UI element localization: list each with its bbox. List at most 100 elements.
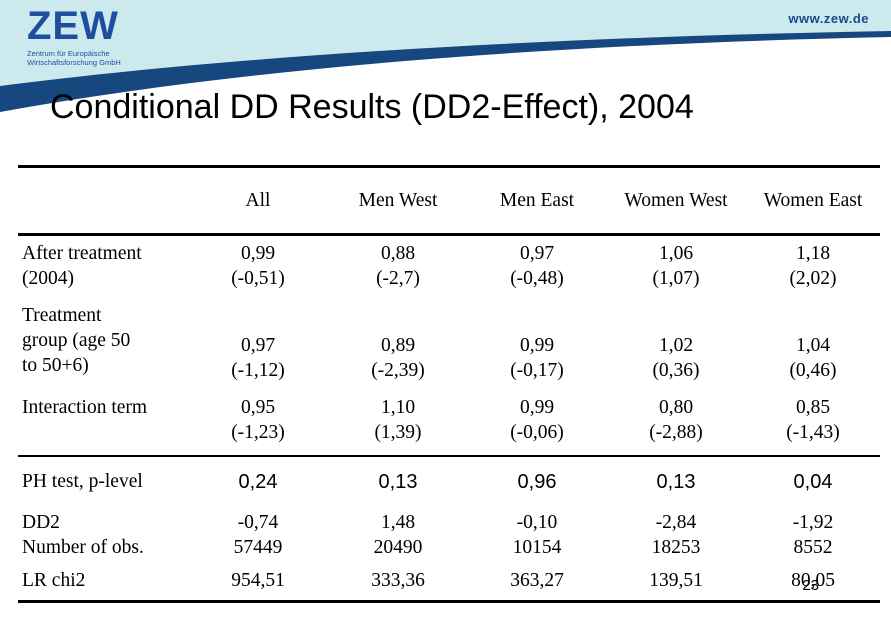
- table-row-interaction-term: Interaction term 0,95 (-1,23) 1,10 (1,39…: [18, 390, 880, 457]
- header-men-west: Men West: [328, 166, 468, 236]
- coef-value: 0,85: [795, 397, 831, 418]
- zew-logo-text: ZEW: [27, 4, 119, 48]
- t-stat-value: (-0,48): [510, 267, 564, 289]
- results-table: All Men West Men East Women West Women E…: [18, 165, 880, 603]
- cell-group-men-west: 0,89 (-2,39): [328, 300, 468, 390]
- table-row-dd2: DD2 -0,74 1,48 -0,10 -2,84 -1,92: [18, 507, 880, 534]
- cell-dd2-all: -0,74: [237, 512, 279, 533]
- label-line: Interaction term: [22, 397, 148, 418]
- coef-value: 1,04: [795, 335, 831, 357]
- cell-group-men-east: 0,99 (-0,17): [468, 300, 606, 390]
- cell-inter-men-west: 1,10 (1,39): [328, 390, 468, 457]
- t-stat-value: (1,07): [652, 267, 700, 289]
- t-stat-value: (-0,17): [510, 360, 564, 382]
- t-stat-value: (-2,7): [376, 267, 420, 289]
- t-stat-value: (-0,06): [510, 421, 564, 443]
- cell-ph-men-west: 0,13: [378, 470, 418, 493]
- cell-group-women-east: 1,04 (0,46): [746, 300, 880, 390]
- coef-value: 0,97: [240, 335, 276, 357]
- cell-ph-women-west: 0,13: [656, 470, 696, 493]
- table-row-treatment-group: Treatment group (age 50 to 50+6) 0,97 (-…: [18, 300, 880, 390]
- table-header-row: All Men West Men East Women West Women E…: [18, 166, 880, 236]
- coef-value: 0,99: [519, 397, 555, 418]
- cell-group-women-west: 1,02 (0,36): [606, 300, 746, 390]
- coef-value: 0,88: [380, 243, 416, 264]
- cell-after-women-east: 1,18 (2,02): [746, 235, 880, 301]
- cell-obs-men-east: 10154: [512, 537, 562, 558]
- t-stat-value: (-2,88): [649, 421, 703, 443]
- coef-value: 0,97: [519, 243, 555, 264]
- header-women-west: Women West: [606, 166, 746, 236]
- cell-ph-all: 0,24: [238, 470, 278, 493]
- label-line: After treatment: [22, 243, 142, 264]
- label-line: (2004): [22, 267, 74, 289]
- header-women-east: Women East: [746, 166, 880, 236]
- cell-inter-women-east: 0,85 (-1,43): [746, 390, 880, 457]
- cell-after-men-west: 0,88 (-2,7): [328, 235, 468, 301]
- zew-logo-subtitle-line2: Wirtschaftsforschung GmbH: [27, 58, 121, 68]
- coef-value: 0,99: [519, 335, 555, 357]
- zew-logo: ZEW Zentrum für Europäische Wirtschaftsf…: [27, 6, 121, 68]
- zew-logo-subtitle-line1: Zentrum für Europäische: [27, 49, 110, 58]
- t-stat-value: (-0,51): [231, 267, 285, 289]
- cell-lr-all: 954,51: [188, 562, 328, 603]
- page-title: Conditional DD Results (DD2-Effect), 200…: [50, 88, 694, 126]
- row-label-dd2: DD2: [22, 512, 60, 533]
- coef-value: 0,95: [240, 397, 276, 418]
- t-stat-value: (-2,39): [371, 360, 425, 382]
- table-row-ph-test: PH test, p-level 0,24 0,13 0,96 0,13 0,0…: [18, 456, 880, 507]
- page-number: 23: [802, 577, 819, 594]
- t-stat-value: (2,02): [789, 267, 837, 289]
- coef-value: 1,10: [380, 397, 416, 418]
- table-row-lr-chi2: LR chi2 954,51 333,36 363,27 139,51 80,0…: [18, 562, 880, 603]
- header-all: All: [188, 166, 328, 236]
- row-label-ph-test: PH test, p-level: [22, 471, 143, 492]
- table-row-after-treatment: After treatment (2004) 0,99 (-0,51) 0,88…: [18, 235, 880, 301]
- t-stat-value: (-1,12): [231, 360, 285, 382]
- website-label: www.zew.de: [788, 11, 869, 26]
- cell-dd2-men-west: 1,48: [380, 512, 416, 533]
- cell-after-women-west: 1,06 (1,07): [606, 235, 746, 301]
- header-swoosh-graphic: [0, 0, 891, 170]
- cell-group-all: 0,97 (-1,12): [188, 300, 328, 390]
- cell-dd2-women-west: -2,84: [655, 512, 697, 533]
- cell-obs-all: 57449: [233, 537, 283, 558]
- zew-logo-subtitle: Zentrum für Europäische Wirtschaftsforsc…: [27, 49, 121, 68]
- cell-lr-women-west: 139,51: [606, 562, 746, 603]
- coef-value: 0,89: [380, 335, 416, 357]
- row-label-interaction-term: Interaction term: [18, 390, 188, 457]
- row-label-treatment-group: Treatment group (age 50 to 50+6): [18, 300, 188, 390]
- t-stat-value: (-1,43): [786, 421, 840, 443]
- row-label-lr-chi2: LR chi2: [18, 562, 188, 603]
- table-row-number-of-obs: Number of obs. 57449 20490 10154 18253 8…: [18, 534, 880, 562]
- cell-obs-women-east: 8552: [793, 537, 833, 558]
- header-men-east: Men East: [468, 166, 606, 236]
- label-line: group (age 50: [22, 329, 131, 351]
- coef-value: 0,99: [240, 243, 276, 264]
- cell-lr-women-east: 80,05: [746, 562, 880, 603]
- cell-lr-men-east: 363,27: [468, 562, 606, 603]
- t-stat-value: (-1,23): [231, 421, 285, 443]
- cell-after-all: 0,99 (-0,51): [188, 235, 328, 301]
- cell-inter-women-west: 0,80 (-2,88): [606, 390, 746, 457]
- coef-value: 1,06: [658, 243, 694, 264]
- t-stat-value: (1,39): [374, 421, 422, 443]
- t-stat-value: (0,36): [652, 360, 700, 382]
- cell-lr-men-west: 333,36: [328, 562, 468, 603]
- t-stat-value: (0,46): [789, 360, 837, 382]
- row-label-after-treatment: After treatment (2004): [18, 235, 188, 301]
- coef-value: 1,18: [795, 243, 831, 264]
- cell-ph-men-east: 0,96: [517, 470, 557, 493]
- coef-value: 0,80: [658, 397, 694, 418]
- label-line: Treatment: [22, 305, 102, 326]
- header-empty-cell: [18, 166, 188, 236]
- cell-dd2-women-east: -1,92: [792, 512, 834, 533]
- coef-value: 1,02: [658, 335, 694, 357]
- cell-obs-men-west: 20490: [373, 537, 423, 558]
- cell-after-men-east: 0,97 (-0,48): [468, 235, 606, 301]
- row-label-number-of-obs: Number of obs.: [22, 537, 144, 558]
- label-line: to 50+6): [22, 354, 89, 376]
- cell-dd2-men-east: -0,10: [516, 512, 558, 533]
- cell-inter-all: 0,95 (-1,23): [188, 390, 328, 457]
- cell-inter-men-east: 0,99 (-0,06): [468, 390, 606, 457]
